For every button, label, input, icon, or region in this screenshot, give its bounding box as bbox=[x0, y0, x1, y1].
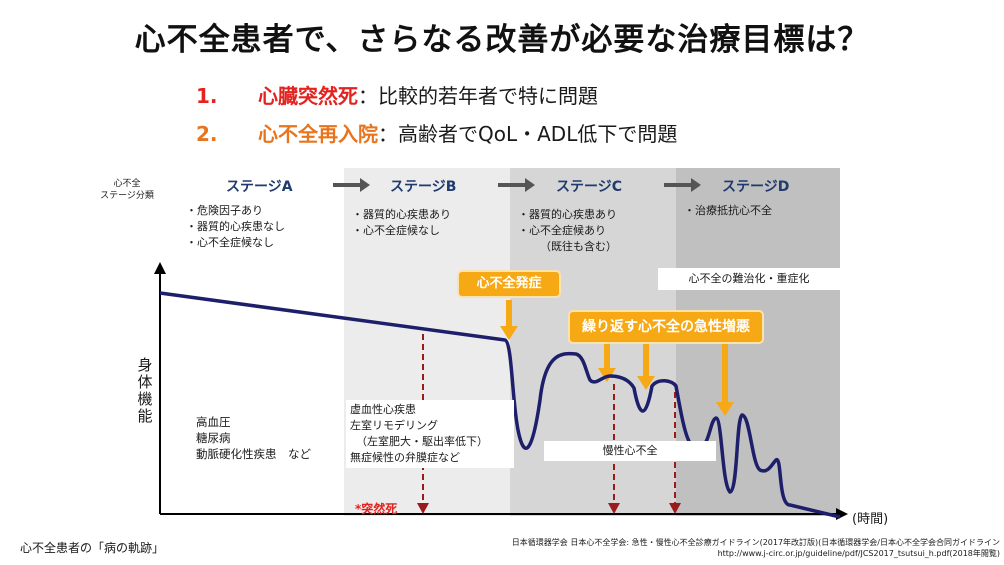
goal-number: 1. bbox=[196, 84, 218, 108]
arrow-head bbox=[525, 178, 535, 192]
stage-classification-heading: 心不全 ステージ分類 bbox=[95, 178, 159, 202]
chronic-hf-label: 慢性心不全 bbox=[544, 441, 716, 461]
list-item: 器質的心疾患あり bbox=[352, 207, 451, 223]
acute-exacerbation-label: 繰り返す心不全の急性増悪 bbox=[570, 312, 762, 342]
list-item: 左室リモデリング bbox=[350, 419, 438, 432]
list-item: 器質的心疾患あり bbox=[518, 207, 617, 223]
goal-emphasis: 心臓突然死 bbox=[258, 84, 358, 108]
structural-disease-box: 虚血性心疾患 左室リモデリング （左室肥大・駆出率低下） 無症候性の弁膜症など bbox=[346, 400, 514, 468]
stage-c-label: ステージC bbox=[556, 179, 622, 195]
onset-label: 心不全発症 bbox=[459, 272, 559, 296]
list-note: （既往も含む） bbox=[540, 240, 617, 253]
refractory-label: 心不全の難治化・重症化 bbox=[658, 268, 840, 290]
risk-factor-list: 高血圧 糖尿病 動脈硬化性疾患 など bbox=[196, 414, 311, 462]
list-item: 器質的心疾患なし bbox=[186, 219, 285, 235]
list-item: 虚血性心疾患 bbox=[350, 403, 416, 416]
source-line: http://www.j-circ.or.jp/guideline/pdf/JC… bbox=[717, 549, 1000, 558]
goal-emphasis: 心不全再入院 bbox=[258, 122, 378, 146]
goal-number: 2. bbox=[196, 122, 218, 146]
arrow-head bbox=[360, 178, 370, 192]
body-function-curve bbox=[159, 291, 841, 519]
arrow-shaft bbox=[498, 183, 526, 187]
sudden-death-arrowheads bbox=[417, 503, 681, 514]
y-axis-char: 身 bbox=[137, 356, 153, 374]
list-item: 心不全症候なし bbox=[186, 235, 285, 251]
arrow-head bbox=[691, 178, 701, 192]
stage-a-label: ステージA bbox=[226, 179, 293, 195]
sudden-death-label: *突然死 bbox=[355, 502, 398, 516]
stage-d-label: ステージD bbox=[722, 179, 790, 195]
heading-line: ステージ分類 bbox=[100, 191, 154, 201]
stage-arrows bbox=[333, 178, 701, 192]
list-item: （左室肥大・駆出率低下） bbox=[356, 435, 488, 448]
list-item: 治療抵抗心不全 bbox=[684, 203, 772, 219]
arrow-shaft bbox=[333, 183, 361, 187]
y-axis-char: 体 bbox=[137, 373, 153, 391]
list-item: 動脈硬化性疾患 など bbox=[196, 447, 311, 461]
list-item: 危険因子あり bbox=[186, 203, 285, 219]
y-axis-arrowhead bbox=[154, 262, 166, 274]
list-item: 高血圧 bbox=[196, 415, 231, 429]
page-title: 心不全患者で、さらなる改善が必要な治療目標は？ bbox=[134, 22, 870, 58]
heading-line: 心不全 bbox=[113, 179, 141, 189]
source-citation: 日本循環器学会 日本心不全学会: 急性・慢性心不全診療ガイドライン(2017年改… bbox=[440, 537, 1000, 559]
list-item: 心不全症候あり bbox=[518, 223, 617, 239]
list-item: 糖尿病 bbox=[196, 431, 231, 445]
goal-point-1: 1. 心臓突然死：比較的若年者で特に問題 bbox=[196, 80, 598, 109]
arrow-shaft bbox=[664, 183, 692, 187]
goal-point-2: 2. 心不全再入院：高齢者でQoL・ADL低下で問題 bbox=[196, 118, 677, 147]
figure-caption: 心不全患者の「病の軌跡」 bbox=[20, 541, 165, 555]
stage-a-description: 危険因子あり 器質的心疾患なし 心不全症候なし bbox=[186, 203, 285, 251]
stage-b-description: 器質的心疾患あり 心不全症候なし bbox=[352, 207, 451, 239]
goal-description: ：比較的若年者で特に問題 bbox=[358, 84, 598, 108]
stage-b-label: ステージB bbox=[390, 179, 457, 195]
onset-arrow bbox=[500, 300, 518, 340]
source-line: 日本循環器学会 日本心不全学会: 急性・慢性心不全診療ガイドライン(2017年改… bbox=[511, 538, 1000, 547]
x-axis-label: (時間) bbox=[852, 512, 889, 527]
y-axis-char: 能 bbox=[137, 407, 153, 425]
y-axis-label: 身 体 機 能 bbox=[136, 357, 154, 425]
y-axis-char: 機 bbox=[137, 390, 153, 408]
goal-description: ：高齢者でQoL・ADL低下で問題 bbox=[378, 122, 678, 146]
list-item: 無症候性の弁膜症など bbox=[350, 451, 460, 464]
stage-d-description: 治療抵抗心不全 bbox=[684, 203, 772, 219]
stage-c-description: 器質的心疾患あり 心不全症候あり （既往も含む） bbox=[518, 207, 617, 255]
list-item: 心不全症候なし bbox=[352, 223, 451, 239]
